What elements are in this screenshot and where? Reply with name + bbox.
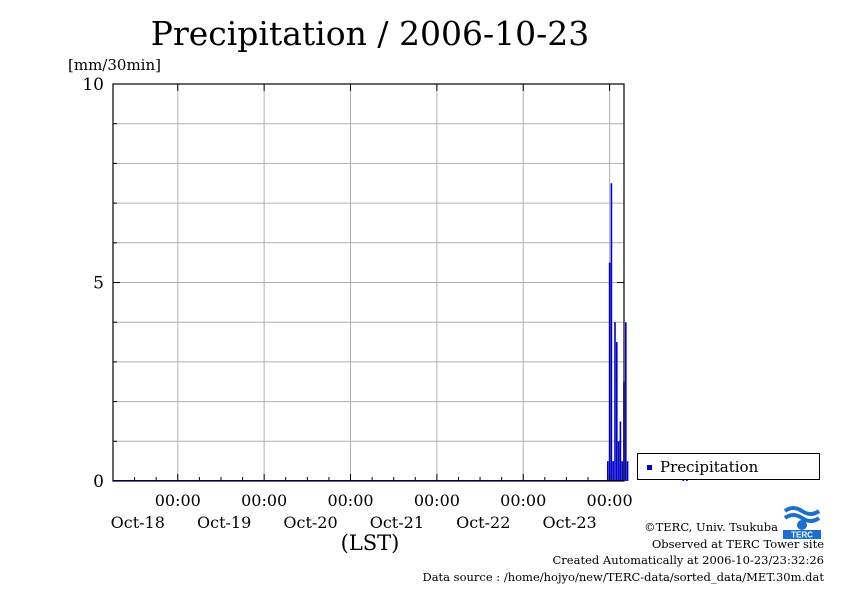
precipitation-bar — [608, 262, 611, 481]
x-tick-time-label: 00:00 — [241, 491, 287, 510]
precipitation-bar — [624, 322, 627, 481]
precipitation-bar — [614, 322, 616, 481]
y-axis-unit-label: [mm/30min] — [68, 56, 161, 74]
x-tick-date-label: Oct-23 — [542, 513, 596, 532]
precipitation-bar — [617, 441, 620, 481]
y-tick-label: 10 — [82, 75, 104, 95]
legend-label: Precipitation — [660, 458, 759, 476]
x-tick-date-label: Oct-21 — [370, 513, 424, 532]
x-tick-date-label: Oct-18 — [111, 513, 165, 532]
terc-logo-icon: TERC — [783, 503, 821, 539]
x-tick-time-label: 00:00 — [155, 491, 201, 510]
x-tick-time-label: 00:00 — [414, 491, 460, 510]
x-tick-date-label: Oct-19 — [197, 513, 251, 532]
precipitation-bar — [607, 461, 609, 481]
x-tick-date-label: Oct-20 — [283, 513, 337, 532]
credits-block: ©TERC, Univ. Tsukuba Observed at TERC To… — [422, 519, 824, 585]
precipitation-bar — [619, 421, 622, 481]
precipitation-bar — [610, 183, 613, 481]
y-tick-label: 5 — [93, 274, 104, 294]
precipitation-bar — [621, 461, 624, 481]
precipitation-bar — [626, 461, 629, 481]
x-axis-title: (LST) — [340, 531, 400, 555]
data-source-text: Data source : /home/hojyo/new/TERC-data/… — [422, 569, 824, 584]
legend-swatch — [647, 465, 652, 470]
x-tick-time-label: 00:00 — [587, 491, 633, 510]
precipitation-bar — [616, 342, 618, 481]
y-tick-label: 0 — [93, 472, 104, 492]
legend: Precipitation — [637, 453, 820, 480]
x-tick-date-label: Oct-22 — [456, 513, 510, 532]
chart-title: Precipitation / 2006-10-23 — [150, 14, 590, 53]
x-tick-time-label: 00:00 — [327, 491, 373, 510]
precipitation-bar — [612, 461, 615, 481]
copyright-text: ©TERC, Univ. Tsukuba — [644, 520, 778, 534]
x-tick-time-label: 00:00 — [500, 491, 546, 510]
created-timestamp-text: Created Automatically at 2006-10-23/23:3… — [552, 553, 825, 567]
logo-lettering: TERC — [791, 531, 813, 540]
observed-site-text: Observed at TERC Tower site — [651, 536, 824, 551]
